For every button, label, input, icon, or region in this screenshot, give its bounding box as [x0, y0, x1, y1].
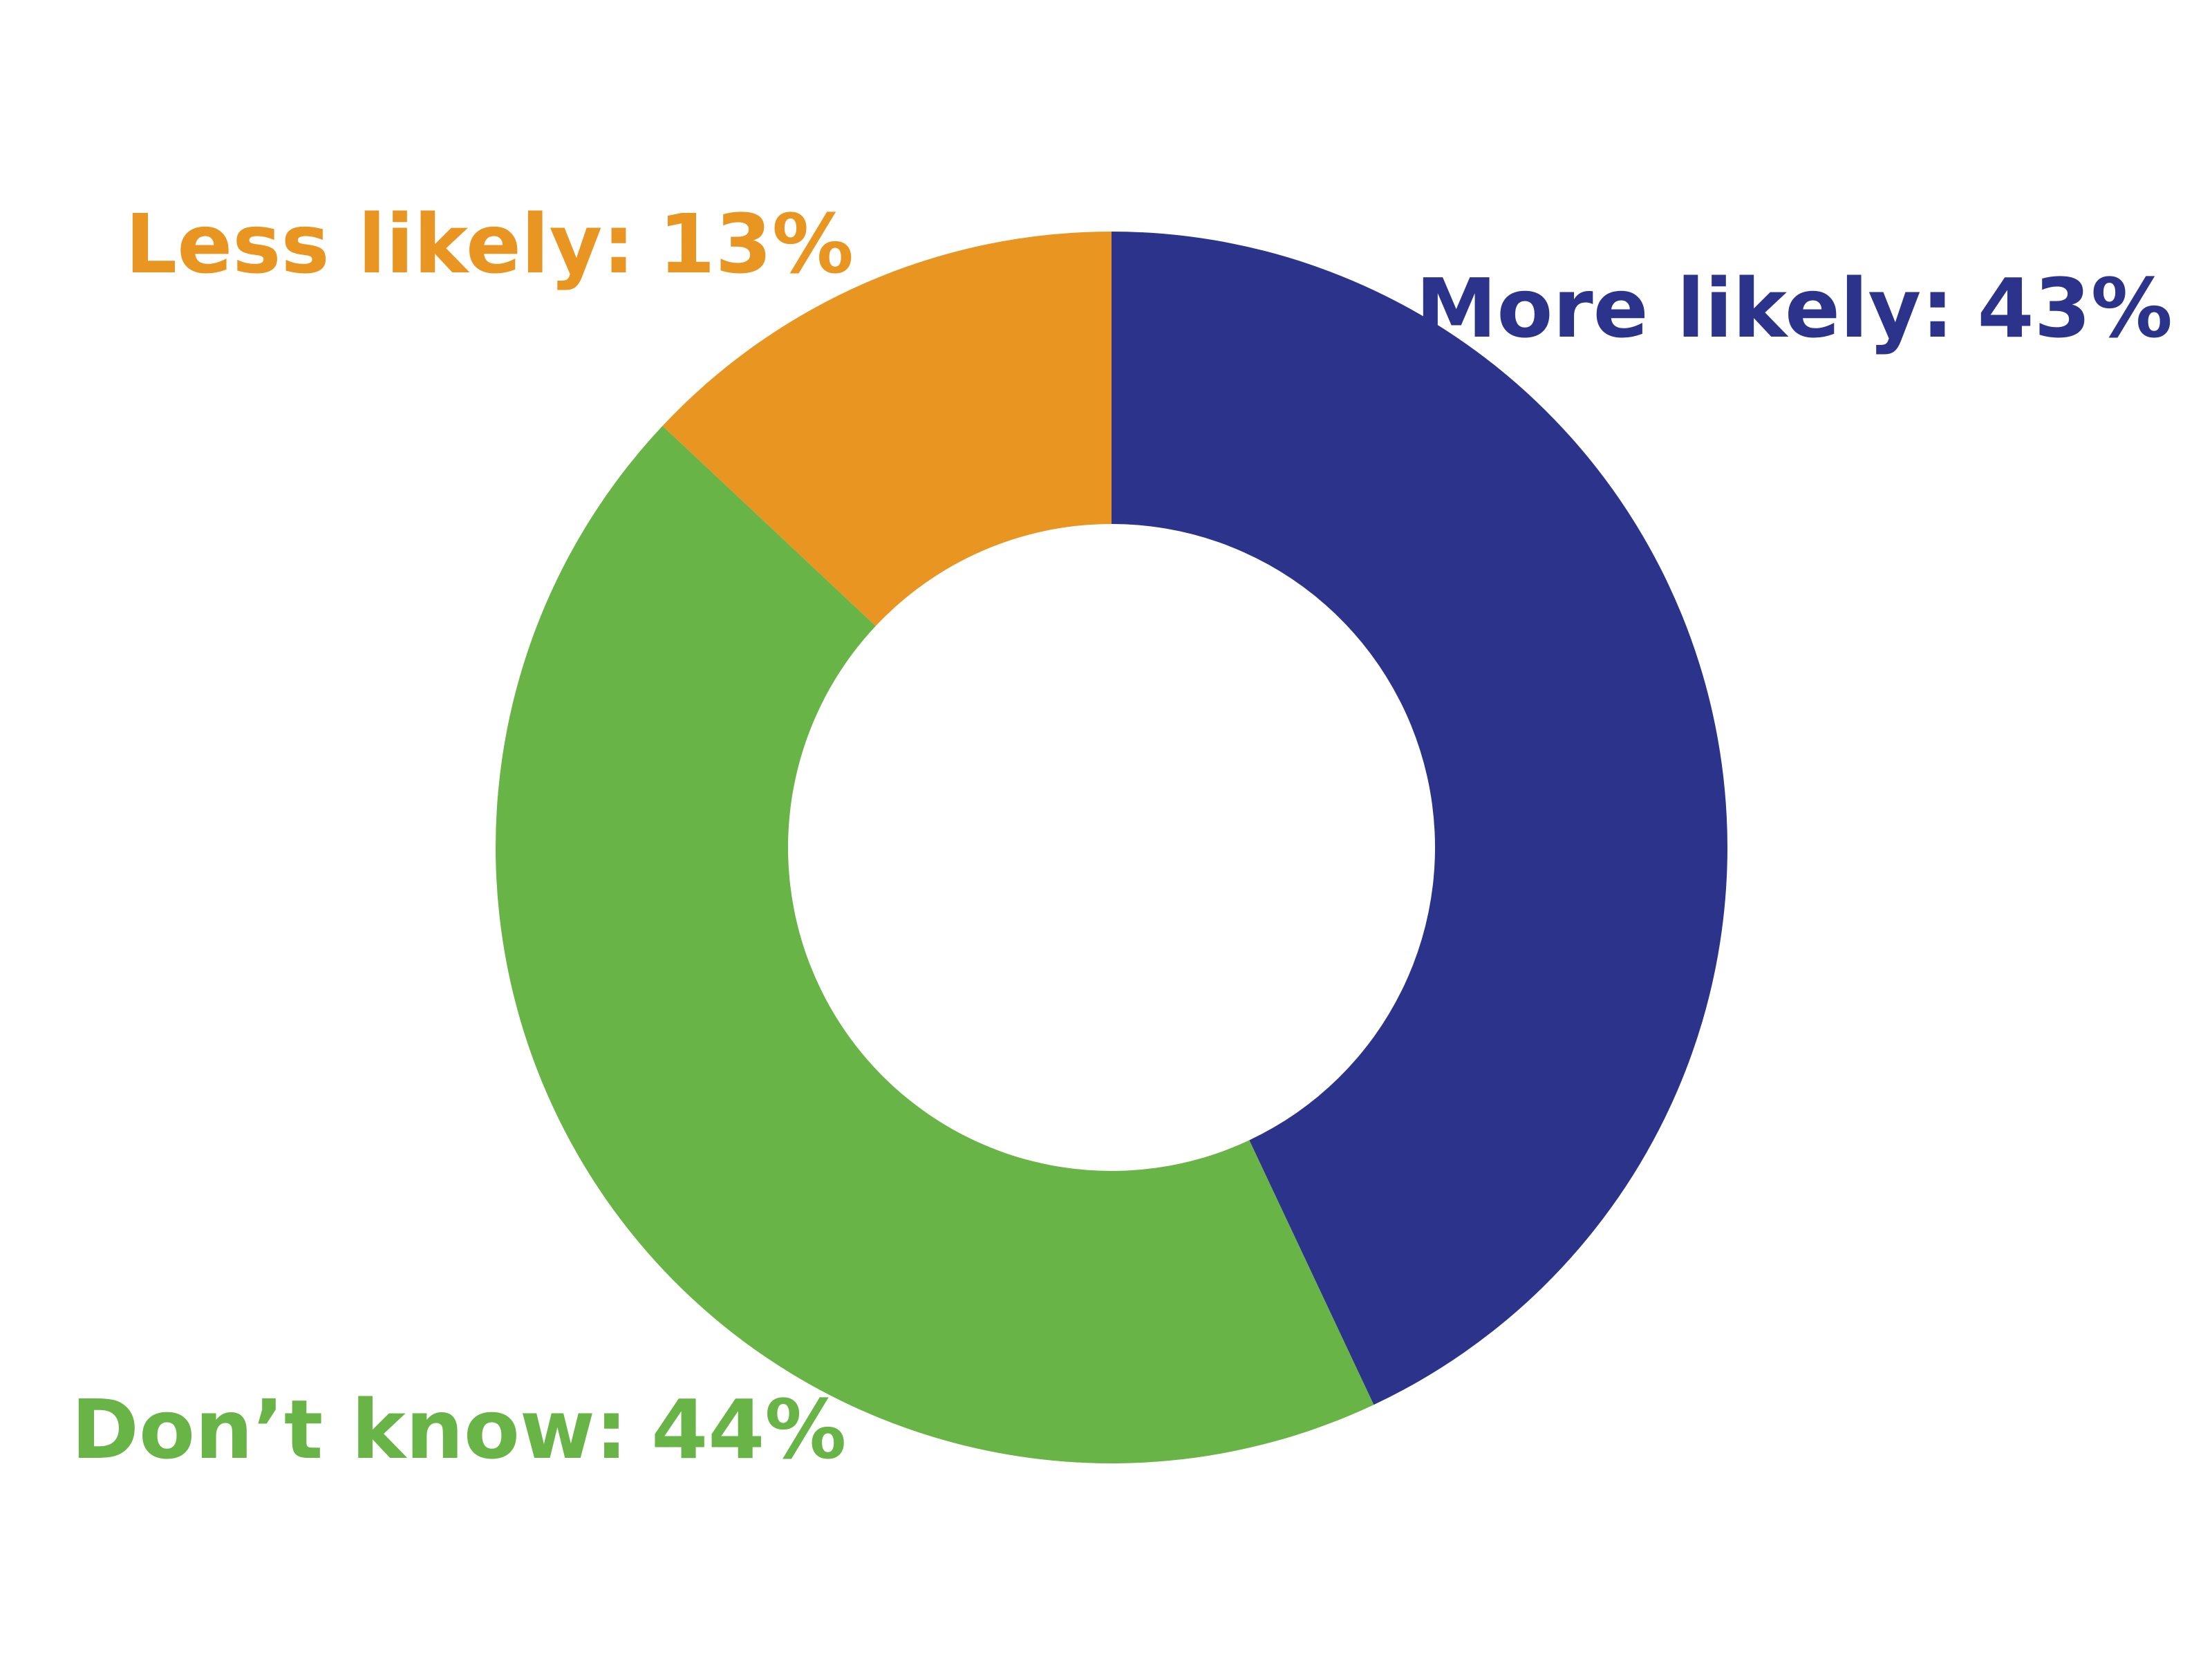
slice-category: More likely:	[1416, 261, 1954, 356]
slice-label: More likely: 43%	[1416, 261, 2173, 356]
slice-label: Don’t know: 44%	[71, 1382, 847, 1477]
slice-value: 44%	[651, 1382, 846, 1477]
donut-slice	[495, 426, 1374, 1464]
slice-value: 13%	[659, 196, 854, 292]
slice-category: Less likely:	[125, 196, 635, 292]
slice-category: Don’t know:	[71, 1382, 628, 1477]
donut-slice	[662, 232, 1112, 626]
slice-value: 43%	[1978, 261, 2173, 356]
slice-label: Less likely: 13%	[125, 196, 854, 292]
donut-slice	[1112, 232, 1728, 1405]
